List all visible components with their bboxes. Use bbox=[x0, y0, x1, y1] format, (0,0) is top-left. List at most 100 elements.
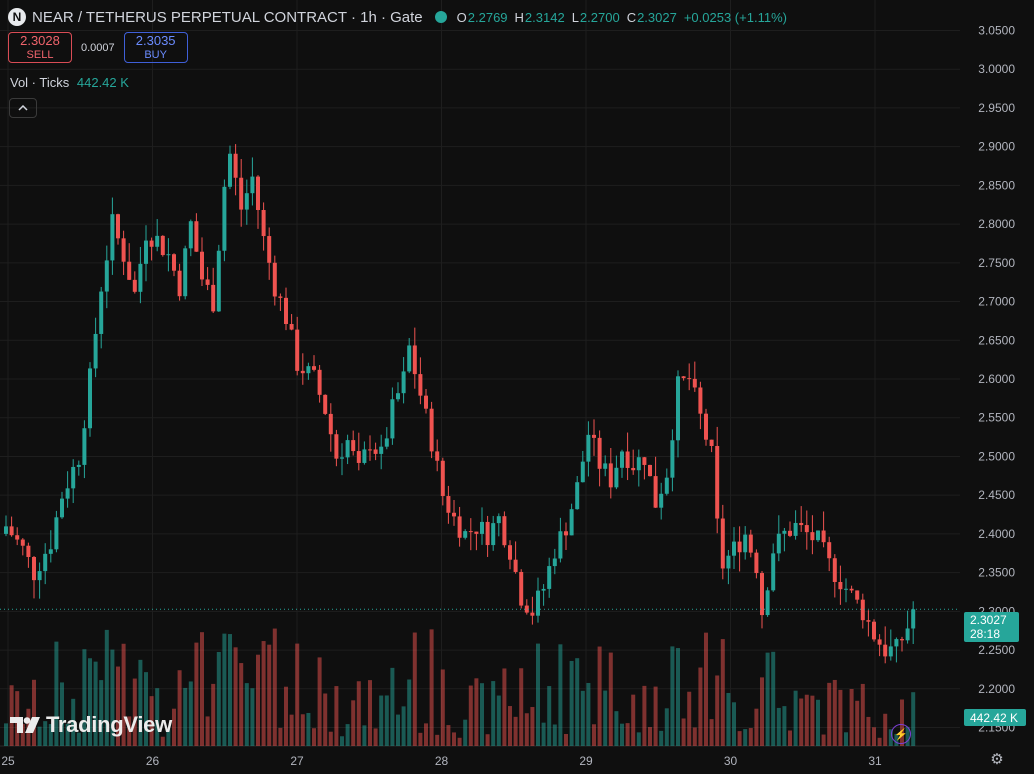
candle-body bbox=[513, 559, 518, 572]
volume-bar bbox=[452, 732, 456, 746]
y-tick-label: 2.4000 bbox=[978, 527, 1015, 541]
volume-bar bbox=[575, 658, 580, 746]
candle-body bbox=[345, 440, 350, 458]
volume-bar bbox=[166, 729, 171, 746]
volume-bar bbox=[300, 714, 305, 746]
volume-bar bbox=[508, 706, 512, 746]
volume-bar bbox=[362, 725, 367, 746]
volume-bar bbox=[412, 632, 417, 746]
volume-bar bbox=[312, 728, 316, 746]
x-tick-label: 25 bbox=[1, 754, 15, 768]
candle-body bbox=[782, 530, 787, 534]
candle-body bbox=[244, 193, 249, 210]
tradingview-logo[interactable]: TradingView bbox=[10, 712, 172, 738]
volume-bar bbox=[110, 649, 115, 746]
volume-bar bbox=[222, 633, 227, 746]
y-tick-label: 2.4500 bbox=[978, 488, 1015, 502]
candle-body bbox=[295, 329, 300, 371]
volume-bar bbox=[216, 651, 221, 746]
candle-body bbox=[698, 387, 703, 414]
candle-body bbox=[48, 549, 53, 554]
candle-body bbox=[188, 221, 193, 249]
symbol-title[interactable]: NEAR / TETHERUS PERPETUAL CONTRACT · 1h … bbox=[32, 8, 423, 26]
y-tick-label: 2.8000 bbox=[978, 217, 1015, 231]
candle-body bbox=[743, 534, 748, 553]
volume-bar bbox=[687, 691, 692, 746]
candle-body bbox=[121, 238, 126, 262]
volume-tag: 442.42 K bbox=[964, 709, 1026, 726]
candle-body bbox=[614, 467, 619, 488]
candle-body bbox=[793, 522, 798, 536]
volume-bar bbox=[838, 689, 843, 746]
candle-body bbox=[603, 463, 608, 469]
candle-body bbox=[575, 482, 580, 510]
volume-bar bbox=[715, 675, 720, 746]
volume-bar bbox=[272, 628, 277, 746]
candle-body bbox=[883, 644, 888, 657]
change-value: +0.0253 (+1.11%) bbox=[683, 9, 787, 25]
volume-bar bbox=[379, 695, 384, 746]
candle-body bbox=[356, 451, 361, 463]
candle-body bbox=[804, 525, 809, 533]
volume-bar bbox=[323, 693, 328, 746]
collapse-legend-button[interactable] bbox=[9, 98, 37, 118]
candle-body bbox=[888, 646, 893, 657]
volume-bar bbox=[698, 667, 703, 746]
candle-body bbox=[816, 530, 820, 541]
lightning-icon[interactable]: ⚡ bbox=[891, 724, 911, 744]
volume-bar bbox=[194, 642, 199, 746]
candle-body bbox=[530, 612, 535, 616]
candle-body bbox=[4, 526, 8, 534]
volume-bar bbox=[552, 724, 557, 746]
candle-body bbox=[502, 516, 507, 546]
candle-body bbox=[328, 413, 333, 435]
close-value: C2.3027 bbox=[626, 9, 677, 25]
volume-bar bbox=[844, 732, 848, 746]
volume-bar bbox=[177, 670, 182, 746]
candle-body bbox=[564, 531, 568, 536]
candle-body bbox=[866, 620, 871, 622]
volume-bar bbox=[71, 698, 76, 746]
candle-body bbox=[418, 374, 423, 396]
candle-body bbox=[558, 531, 563, 559]
candle-body bbox=[547, 566, 552, 589]
volume-bar bbox=[267, 644, 272, 746]
candle-body bbox=[720, 518, 725, 569]
high-value: H2.3142 bbox=[514, 9, 565, 25]
volume-bar bbox=[692, 727, 697, 746]
buy-button[interactable]: 2.3035 BUY bbox=[123, 32, 188, 63]
candle-body bbox=[256, 176, 260, 211]
volume-bar bbox=[536, 643, 540, 746]
volume-bar bbox=[743, 729, 748, 746]
sell-price: 2.3028 bbox=[20, 32, 60, 48]
volume-bar bbox=[732, 702, 736, 746]
candle-body bbox=[653, 476, 658, 508]
volume-bar bbox=[205, 716, 210, 746]
candle-body bbox=[334, 434, 339, 459]
candle-body bbox=[9, 526, 14, 536]
candle-body bbox=[709, 439, 714, 446]
y-tick-label: 2.5000 bbox=[978, 449, 1015, 463]
last-price-tag: 2.3027 28:18 bbox=[964, 612, 1019, 642]
volume-bar bbox=[502, 668, 507, 746]
volume-bar bbox=[407, 679, 412, 746]
volume-legend[interactable]: Vol · Ticks 442.42 K bbox=[10, 75, 129, 90]
volume-bar bbox=[435, 734, 440, 746]
volume-bar bbox=[104, 629, 109, 746]
candle-body bbox=[642, 457, 647, 465]
volume-bar bbox=[9, 685, 14, 746]
volume-bar bbox=[648, 727, 652, 746]
volume-bar bbox=[642, 685, 647, 746]
candle-body bbox=[205, 279, 210, 285]
volume-bar bbox=[138, 659, 143, 746]
volume-bar bbox=[183, 687, 188, 746]
volume-bar bbox=[608, 652, 613, 746]
sell-button[interactable]: 2.3028 SELL bbox=[8, 32, 72, 63]
candle-body bbox=[496, 516, 501, 524]
candle-body bbox=[379, 446, 384, 454]
gear-icon[interactable]: ⚙ bbox=[990, 751, 1004, 768]
candle-body bbox=[748, 534, 753, 553]
volume-bar bbox=[188, 681, 193, 746]
y-tick-label: 2.9000 bbox=[978, 140, 1015, 154]
